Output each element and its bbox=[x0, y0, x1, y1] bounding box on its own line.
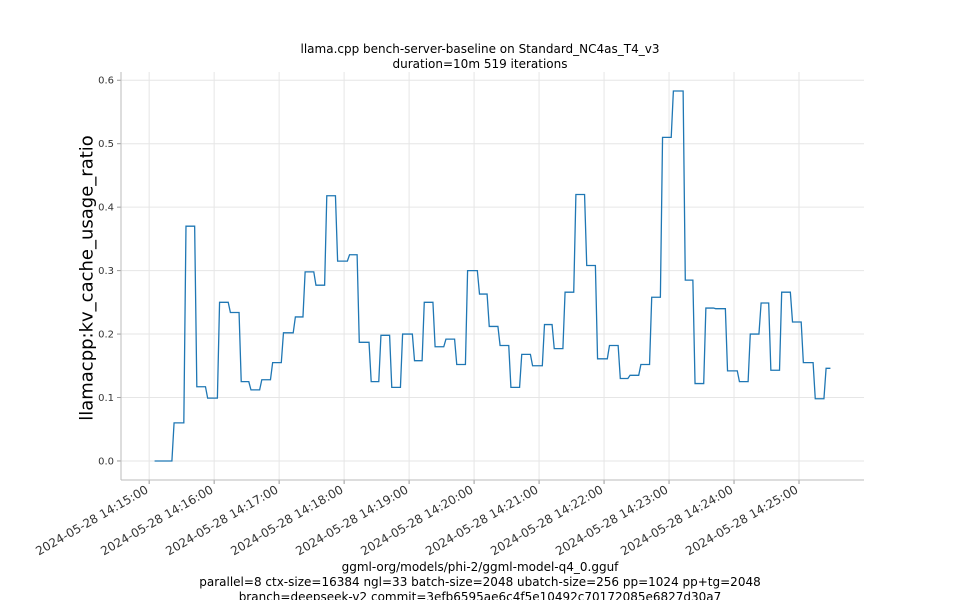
y-axis-label: llamacpp:kv_cache_usage_ratio bbox=[76, 135, 98, 421]
x-tick-label: 2024-05-28 14:18:00 bbox=[228, 482, 345, 558]
chart-subtitle: duration=10m 519 iterations bbox=[392, 57, 568, 71]
y-tick-label: 0.0 bbox=[98, 456, 114, 467]
x-label-line-2: parallel=8 ctx-size=16384 ngl=33 batch-s… bbox=[199, 575, 761, 589]
y-tick-label: 0.5 bbox=[98, 139, 114, 150]
x-tick-label: 2024-05-28 14:22:00 bbox=[488, 482, 605, 558]
x-tick-label: 2024-05-28 14:20:00 bbox=[358, 482, 475, 558]
y-tick-label: 0.4 bbox=[98, 203, 114, 214]
y-tick-label: 0.3 bbox=[98, 266, 114, 277]
chart-title: llama.cpp bench-server-baseline on Stand… bbox=[300, 42, 660, 56]
series-line bbox=[154, 90, 831, 462]
x-tick-label: 2024-05-28 14:16:00 bbox=[98, 482, 215, 558]
x-tick-label: 2024-05-28 14:21:00 bbox=[423, 482, 540, 558]
x-tick-label: 2024-05-28 14:19:00 bbox=[293, 482, 410, 558]
x-label-line-1: ggml-org/models/phi-2/ggml-model-q4_0.gg… bbox=[341, 560, 619, 574]
x-tick-label: 2024-05-28 14:25:00 bbox=[683, 482, 800, 558]
x-tick-label: 2024-05-28 14:17:00 bbox=[163, 482, 280, 558]
x-tick-label: 2024-05-28 14:24:00 bbox=[618, 482, 735, 558]
y-tick-label: 0.2 bbox=[98, 330, 114, 341]
y-tick-label: 0.6 bbox=[98, 76, 114, 87]
x-label-line-3: branch=deepseek-v2 commit=3efb6595ae6c4f… bbox=[238, 590, 722, 600]
x-tick-label: 2024-05-28 14:23:00 bbox=[553, 482, 670, 558]
x-tick-label: 2024-05-28 14:15:00 bbox=[33, 482, 150, 558]
y-tick-label: 0.1 bbox=[98, 393, 114, 404]
